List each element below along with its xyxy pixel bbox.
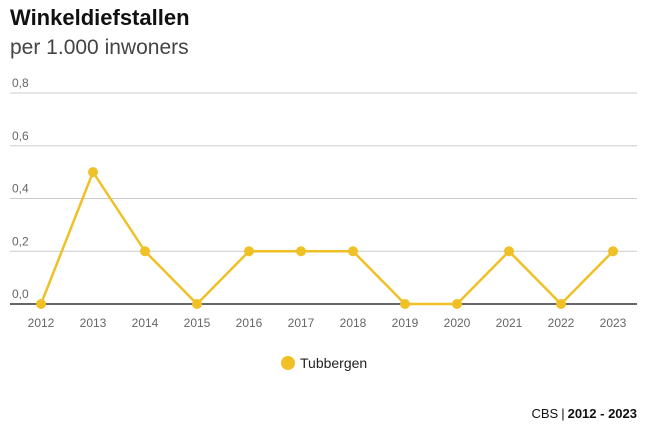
y-tick-label: 0,2 bbox=[12, 234, 29, 248]
y-tick-label: 0,8 bbox=[12, 76, 29, 90]
data-point bbox=[400, 299, 410, 309]
x-tick-label: 2012 bbox=[28, 316, 55, 330]
series-line bbox=[39, 170, 614, 306]
x-tick-label: 2019 bbox=[392, 316, 419, 330]
source-period: 2012 - 2023 bbox=[567, 406, 637, 421]
y-tick-label: 0,4 bbox=[12, 182, 29, 196]
chart-title: Winkeldiefstallen bbox=[10, 5, 190, 30]
y-tick-label: 0,6 bbox=[12, 129, 29, 143]
x-tick-label: 2016 bbox=[236, 316, 263, 330]
data-point bbox=[192, 299, 202, 309]
data-point bbox=[556, 299, 566, 309]
data-point bbox=[452, 299, 462, 309]
data-point bbox=[348, 246, 358, 257]
data-point bbox=[244, 246, 254, 257]
legend-swatch bbox=[281, 356, 295, 370]
source-name: CBS bbox=[531, 406, 559, 421]
data-point bbox=[608, 246, 618, 257]
x-tick-label: 2022 bbox=[548, 316, 575, 330]
legend: Tubbergen bbox=[281, 355, 367, 371]
x-tick-label: 2017 bbox=[288, 316, 315, 330]
y-tick-label: 0,0 bbox=[12, 287, 29, 301]
x-tick-label: 2018 bbox=[340, 316, 367, 330]
source-separator: | bbox=[561, 406, 565, 421]
data-point bbox=[88, 167, 98, 178]
data-point bbox=[504, 246, 514, 257]
x-tick-label: 2014 bbox=[132, 316, 159, 330]
chart-subtitle: per 1.000 inwoners bbox=[10, 36, 189, 59]
data-point bbox=[296, 246, 306, 257]
data-point bbox=[36, 299, 46, 309]
source-note: CBS | 2012 - 2023 bbox=[531, 406, 637, 421]
x-tick-label: 2015 bbox=[184, 316, 211, 330]
legend-label: Tubbergen bbox=[300, 355, 368, 371]
x-tick-label: 2021 bbox=[496, 316, 523, 330]
x-tick-label: 2020 bbox=[444, 316, 471, 330]
x-tick-label: 2023 bbox=[600, 316, 627, 330]
x-tick-label: 2013 bbox=[80, 316, 107, 330]
data-point bbox=[140, 246, 150, 257]
